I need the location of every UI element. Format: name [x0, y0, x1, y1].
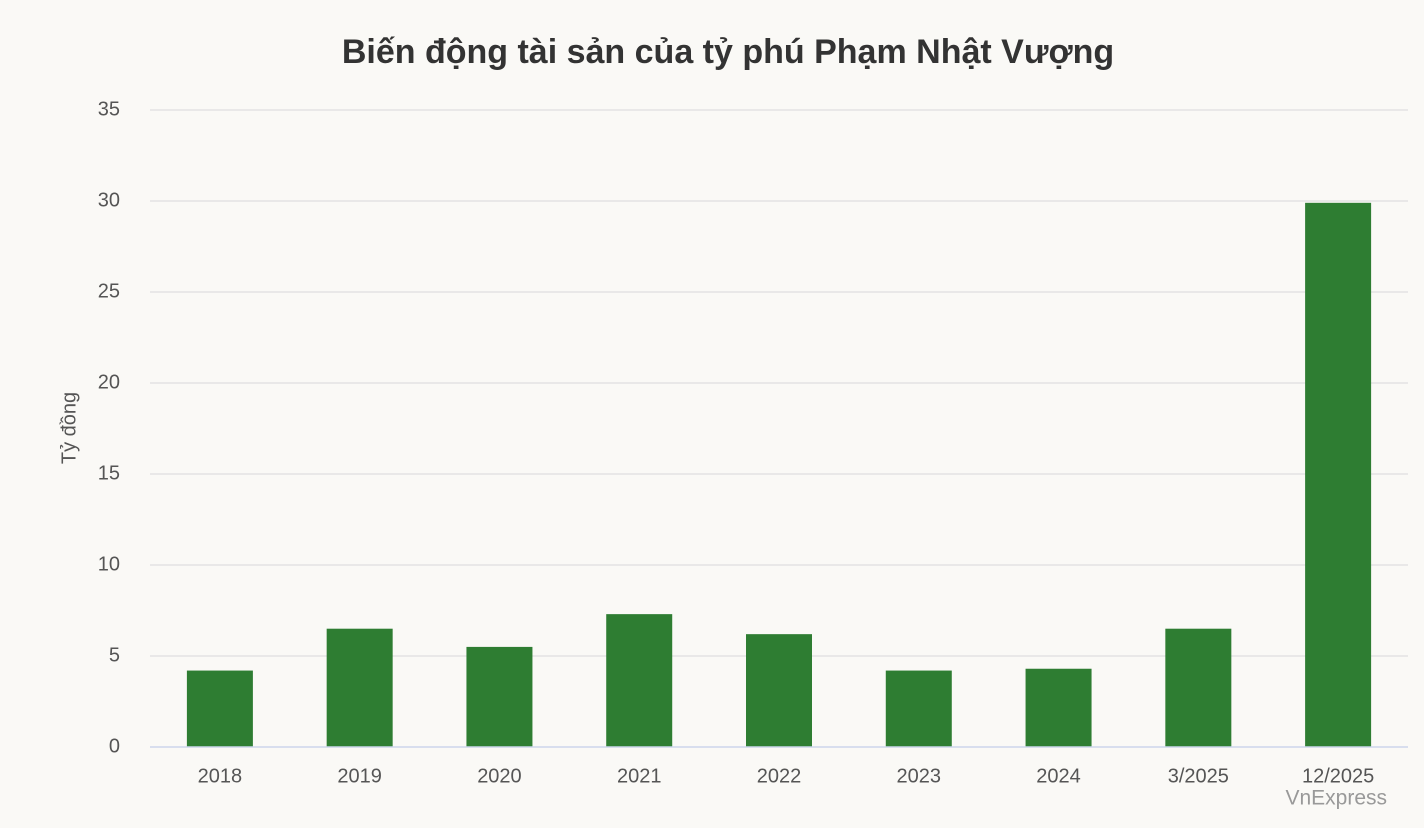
bar: [466, 646, 533, 747]
y-tick-label: 35: [98, 98, 120, 120]
x-tick-label: 2019: [337, 765, 382, 787]
bar: [746, 634, 812, 747]
x-tick-label: 2024: [1036, 765, 1081, 787]
bar: [1025, 668, 1092, 747]
x-tick-label: 3/2025: [1168, 765, 1229, 787]
y-axis-label: Tỷ đồng: [58, 392, 80, 464]
y-tick-label: 0: [109, 735, 120, 757]
y-tick-label: 10: [98, 553, 120, 575]
bar: [1165, 628, 1232, 747]
x-tick-label: 2022: [757, 765, 802, 787]
x-tick-label: 2023: [897, 765, 942, 787]
y-tick-label: 25: [98, 280, 120, 302]
y-tick-label: 15: [98, 462, 120, 484]
bar: [1305, 202, 1372, 747]
credit: VnExpress: [1285, 787, 1387, 810]
y-tick-label: 20: [98, 371, 120, 393]
y-tick-label: 30: [98, 189, 120, 211]
x-tick-label: 2020: [477, 765, 522, 787]
x-tick-label: 2018: [198, 765, 243, 787]
x-tick-label: 2021: [617, 765, 662, 787]
chart-title: Biến động tài sản của tỷ phú Phạm Nhật V…: [342, 33, 1114, 71]
bar: [186, 670, 253, 747]
bar: [885, 670, 952, 747]
x-tick-label: 12/2025: [1302, 765, 1374, 787]
y-tick-label: 5: [109, 644, 120, 666]
bar: [326, 628, 393, 747]
bar: [606, 614, 673, 747]
